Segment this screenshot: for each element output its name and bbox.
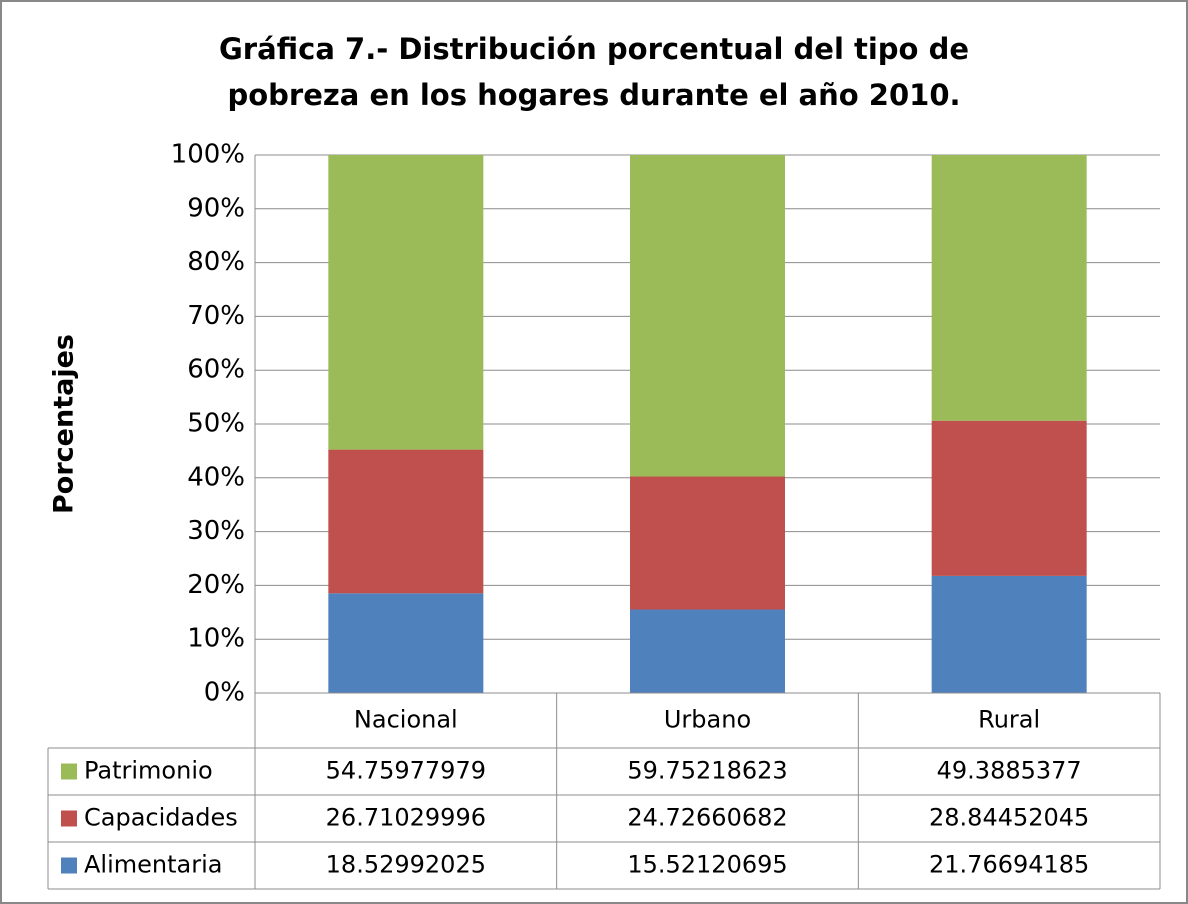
- bar-segment: [630, 155, 785, 477]
- y-tick-label: 30%: [187, 516, 245, 546]
- table-value: 49.3885377: [937, 757, 1082, 785]
- y-tick-label: 60%: [187, 355, 245, 385]
- table-value: 26.71029996: [326, 804, 486, 832]
- y-tick-label: 40%: [187, 462, 245, 492]
- table-value: 54.75977979: [326, 757, 486, 785]
- y-tick-label: 20%: [187, 570, 245, 600]
- y-tick-label: 0%: [204, 678, 245, 708]
- bar-segment: [931, 420, 1087, 576]
- legend-key: [61, 857, 77, 874]
- chart-title: Gráfica 7.- Distribución porcentual del …: [218, 32, 969, 112]
- y-tick-label: 90%: [187, 193, 245, 223]
- table-value: 28.84452045: [929, 804, 1089, 832]
- bar-segment: [931, 575, 1087, 693]
- x-tick-label: Nacional: [354, 706, 458, 734]
- legend-label: Alimentaria: [84, 851, 222, 879]
- table-value: 24.72660682: [627, 804, 787, 832]
- bar-segment: [328, 449, 484, 594]
- y-tick-label: 80%: [187, 247, 245, 277]
- bar-segment: [630, 609, 785, 693]
- table-value: 15.52120695: [627, 851, 787, 879]
- bar-segment: [328, 593, 484, 693]
- table-value: 59.75218623: [627, 757, 787, 785]
- table-value: 21.76694185: [929, 851, 1089, 879]
- bar-segment: [931, 155, 1087, 421]
- legend-label: Capacidades: [84, 804, 238, 832]
- bar-segment: [328, 155, 484, 450]
- table-value: 18.52992025: [326, 851, 486, 879]
- bar-segment: [630, 476, 785, 610]
- y-tick-label: 70%: [187, 301, 245, 331]
- x-tick-label: Rural: [978, 706, 1040, 734]
- y-axis-label: Porcentajes: [49, 334, 80, 514]
- legend-key: [61, 810, 77, 827]
- legend-label: Patrimonio: [84, 757, 213, 785]
- y-tick-label: 100%: [171, 140, 245, 170]
- x-tick-label: Urbano: [664, 706, 751, 734]
- y-tick-label: 10%: [187, 624, 245, 654]
- legend-key: [61, 763, 77, 780]
- y-tick-label: 50%: [187, 409, 245, 439]
